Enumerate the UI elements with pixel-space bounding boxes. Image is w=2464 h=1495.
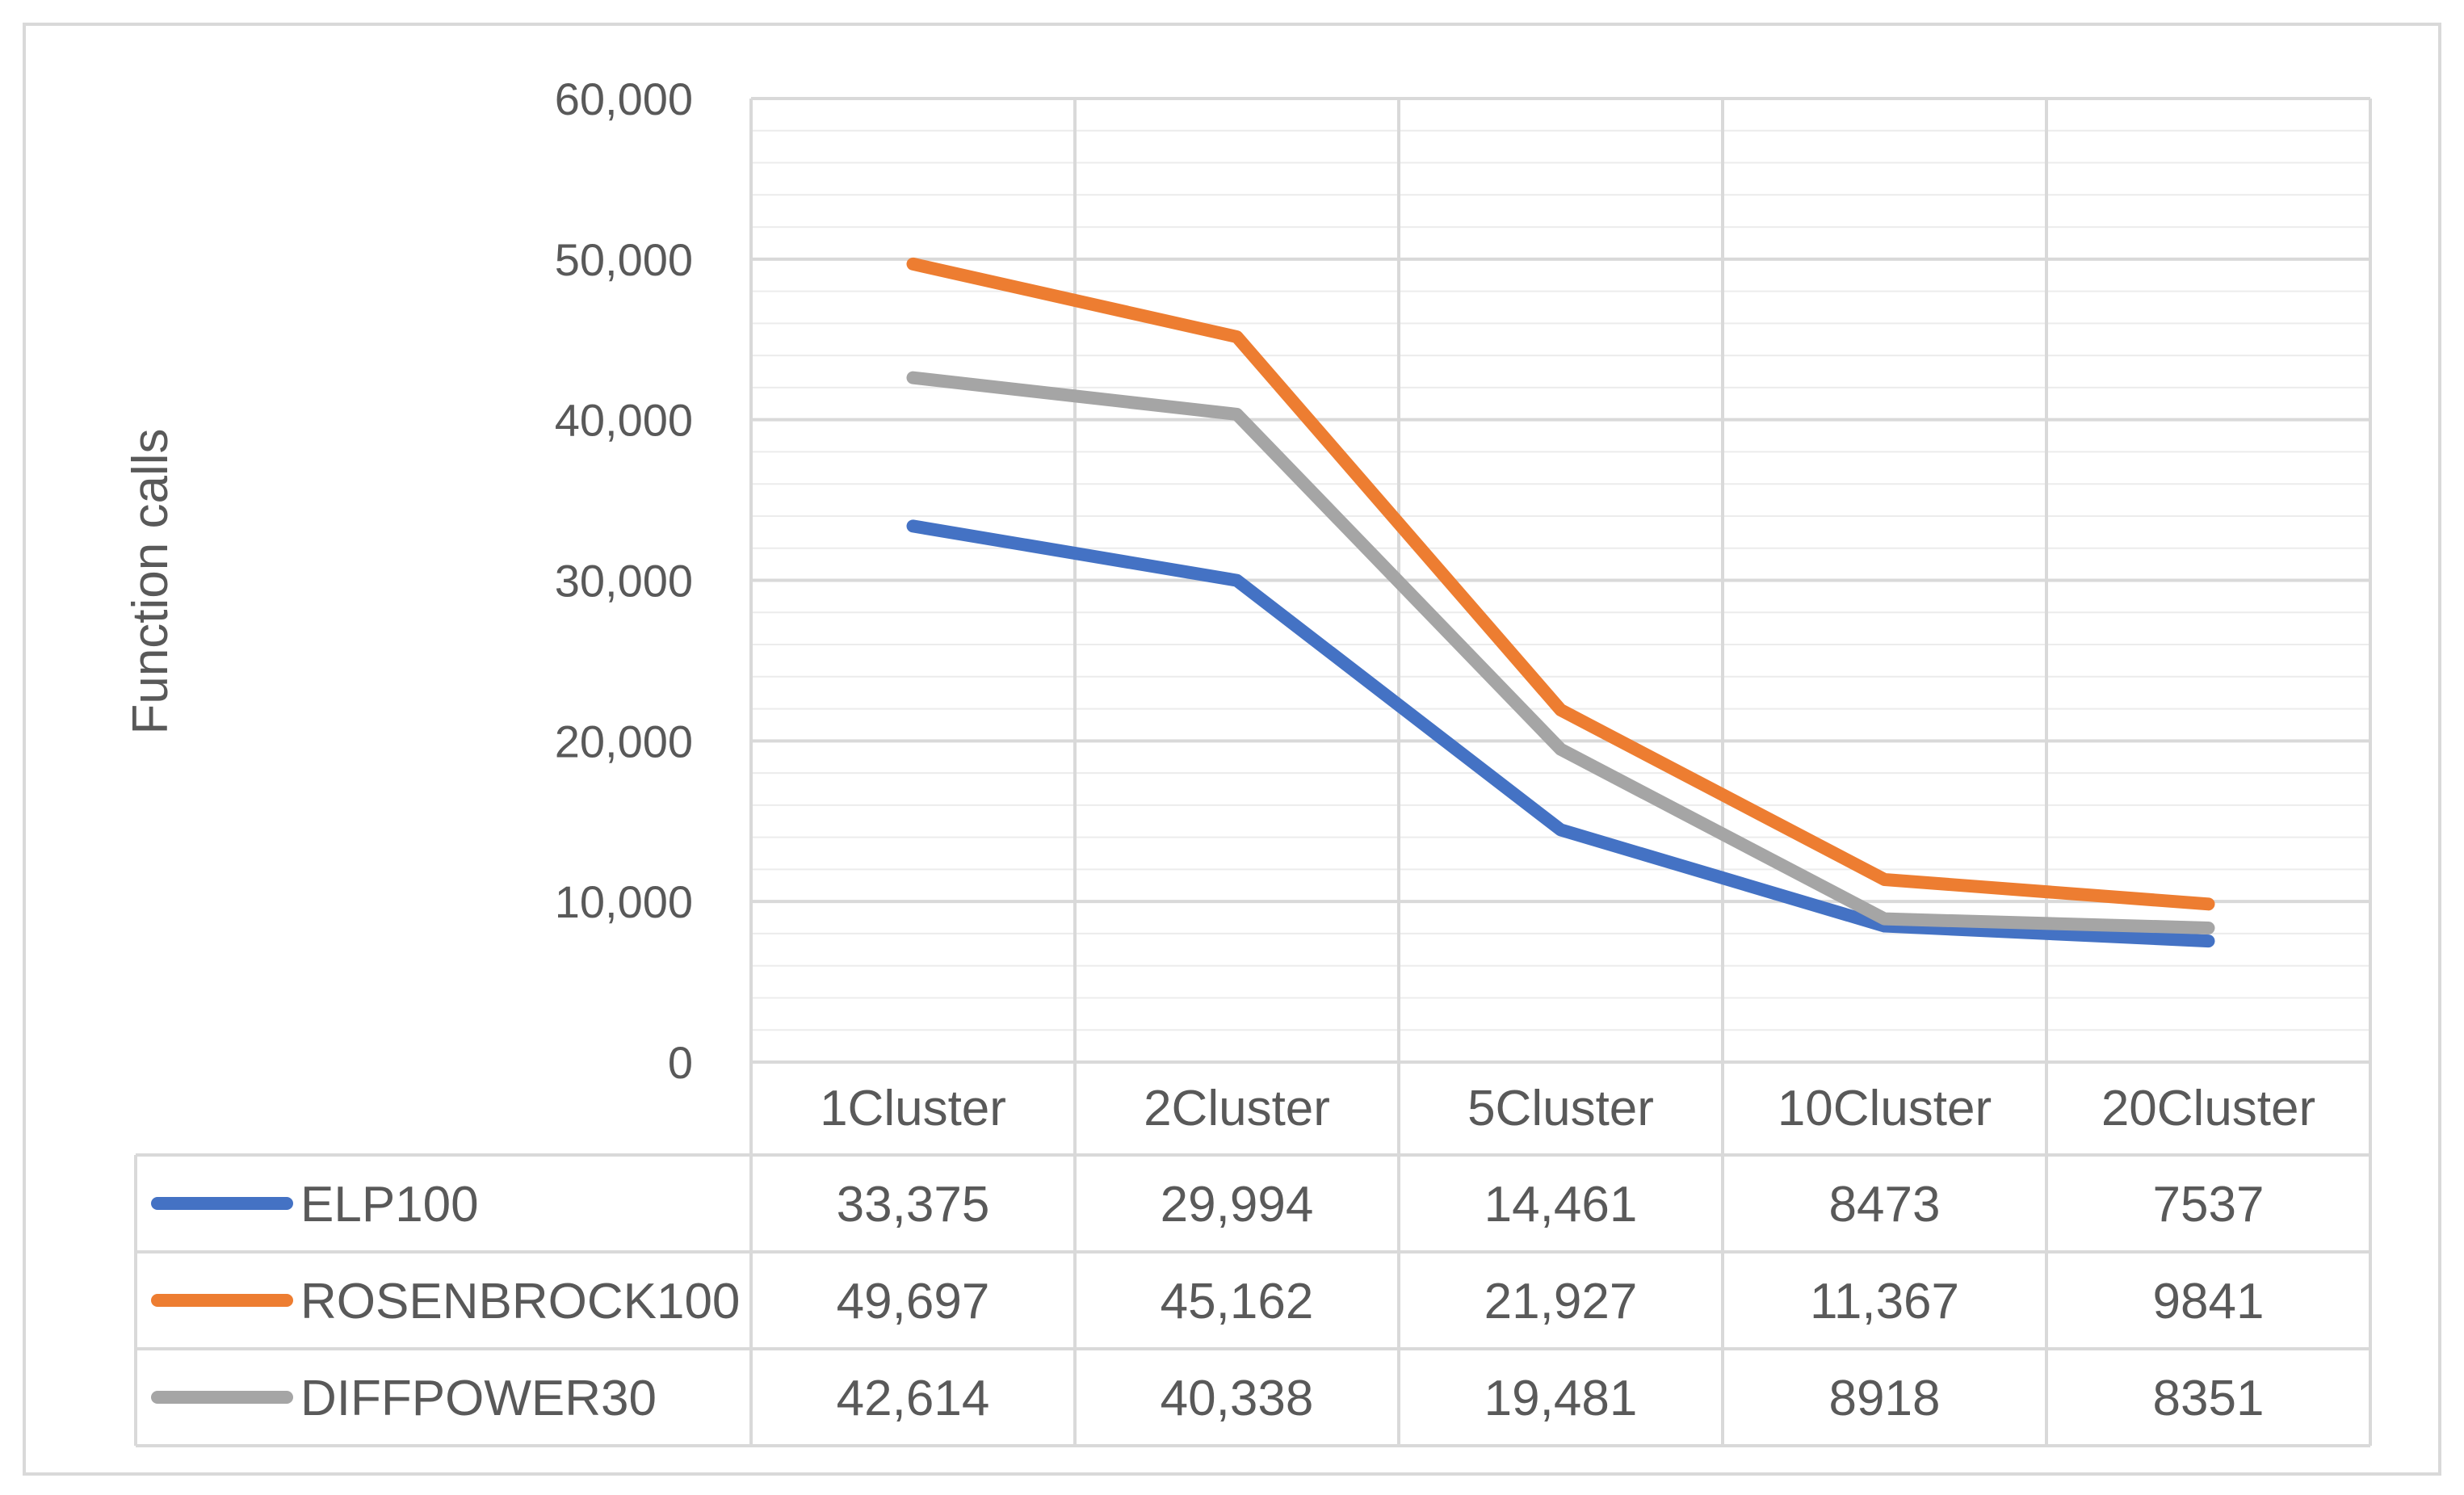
series-lines [906,257,2215,948]
series-line [906,371,2215,934]
minor-gridlines [751,129,2370,1031]
data-label: 19,481 [1484,1371,1638,1426]
data-table: 1Cluster 2Cluster 5Cluster 10Cluster 20Clust… [134,1081,2370,1447]
data-label: 21,927 [1484,1274,1638,1329]
y-tick-label: 40,000 [555,395,693,446]
category-label: 10Cluster [1778,1081,1992,1136]
data-label: 45,162 [1161,1274,1314,1329]
data-label: 40,338 [1161,1371,1314,1426]
y-tick-label: 50,000 [555,234,693,285]
data-label: 8473 [1829,1177,1941,1233]
y-tick-label: 0 [668,1037,693,1088]
y-tick-label: 20,000 [555,716,693,766]
data-label: 14,461 [1484,1177,1638,1233]
series-name: ROSENBROCK100 [300,1274,740,1329]
series-line [906,519,2215,948]
category-label: 1Cluster [820,1081,1006,1136]
series-name: ELP100 [300,1177,479,1233]
y-axis-tick-labels: 0 10,000 20,000 30,000 40,000 50,000 60,000 [555,73,693,1088]
y-axis-title: Function calls [123,428,178,734]
data-label: 11,367 [1810,1274,1959,1329]
data-label: 8918 [1829,1371,1941,1426]
data-label: 29,994 [1161,1177,1314,1233]
category-label: 5Cluster [1467,1081,1654,1136]
category-label: 20Cluster [2101,1081,2315,1136]
series-line [906,257,2215,911]
data-label: 33,375 [837,1177,990,1233]
chart-frame [23,23,2441,1476]
series-name: DIFFPOWER30 [300,1371,657,1426]
category-label: 2Cluster [1144,1081,1330,1136]
y-tick-label: 60,000 [555,73,693,124]
data-label: 8351 [2153,1371,2265,1426]
data-label: 7537 [2153,1177,2265,1233]
data-label: 49,697 [837,1274,990,1329]
y-tick-label: 30,000 [555,556,693,607]
data-label: 42,614 [837,1371,990,1426]
data-label: 9841 [2153,1274,2265,1329]
y-tick-label: 10,000 [555,876,693,927]
